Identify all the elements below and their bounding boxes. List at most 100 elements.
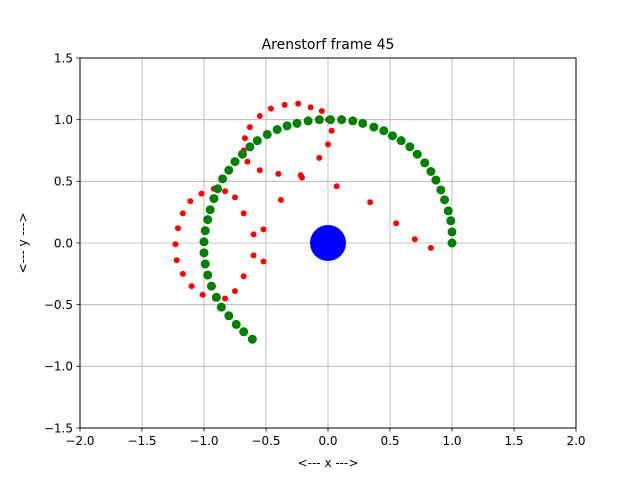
- data-point: [231, 319, 241, 329]
- data-point: [267, 105, 274, 112]
- x-tick-label: −2.0: [65, 434, 94, 448]
- data-point: [275, 170, 282, 177]
- data-point: [244, 158, 251, 165]
- data-point: [209, 194, 219, 204]
- y-tick-label: 1.0: [54, 113, 73, 127]
- data-point: [447, 238, 457, 248]
- data-point: [292, 118, 302, 128]
- data-point: [393, 220, 400, 227]
- data-point: [358, 118, 368, 128]
- data-point: [314, 115, 324, 125]
- data-point: [262, 129, 272, 139]
- data-point: [411, 236, 418, 243]
- data-point: [281, 101, 288, 108]
- series-2: [310, 225, 346, 261]
- data-point: [256, 112, 263, 119]
- data-point: [200, 226, 210, 236]
- data-point: [348, 116, 358, 126]
- data-point: [218, 174, 228, 184]
- data-point: [369, 122, 379, 132]
- data-point: [239, 327, 249, 337]
- data-point: [318, 108, 325, 115]
- chart-title: Arenstorf frame 45: [262, 37, 395, 53]
- x-tick-label: −0.5: [251, 434, 280, 448]
- y-ticks: −1.5 −1.0 −0.5 0.0 0.5 1.0 1.5: [44, 51, 80, 435]
- x-tick-label: 0.0: [318, 434, 337, 448]
- x-tick-label: 2.0: [566, 434, 585, 448]
- data-point: [440, 195, 450, 205]
- data-point: [272, 125, 282, 135]
- data-point: [310, 225, 346, 261]
- data-point: [420, 158, 430, 168]
- x-axis-label: <--- x --->: [298, 456, 359, 470]
- data-point: [199, 248, 209, 258]
- x-ticks: −2.0 −1.5 −1.0 −0.5 0.0 0.5 1.0 1.5 2.0: [65, 428, 586, 448]
- data-point: [237, 149, 247, 159]
- data-point: [172, 241, 179, 248]
- data-point: [179, 210, 186, 217]
- data-point: [307, 104, 314, 111]
- y-tick-label: −1.0: [44, 360, 73, 374]
- data-point: [387, 131, 397, 141]
- y-axis-label: <--- y --->: [16, 213, 30, 274]
- data-point: [205, 205, 215, 215]
- data-point: [260, 226, 267, 233]
- data-point: [367, 199, 374, 206]
- data-point: [198, 190, 205, 197]
- data-point: [230, 157, 240, 167]
- data-point: [232, 288, 238, 295]
- data-point: [224, 165, 234, 175]
- data-point: [247, 334, 257, 344]
- data-point: [431, 175, 441, 185]
- data-point: [222, 295, 229, 302]
- data-point: [213, 184, 223, 194]
- data-point: [250, 231, 257, 238]
- data-point: [325, 141, 331, 148]
- data-point: [443, 206, 453, 216]
- data-point: [426, 166, 436, 176]
- data-point: [436, 185, 446, 195]
- data-point: [260, 258, 267, 265]
- data-point: [256, 167, 263, 174]
- data-point: [277, 196, 284, 203]
- data-point: [447, 227, 457, 237]
- data-point: [246, 124, 253, 131]
- data-point: [337, 115, 347, 125]
- data-point: [222, 188, 229, 195]
- data-point: [316, 154, 323, 161]
- y-tick-label: 0.0: [54, 236, 73, 250]
- data-point: [412, 149, 422, 159]
- data-point: [245, 142, 255, 152]
- data-point: [187, 198, 194, 205]
- data-point: [328, 127, 335, 134]
- data-point: [203, 270, 213, 280]
- x-tick-label: 1.5: [504, 434, 523, 448]
- data-point: [206, 281, 216, 291]
- data-point: [297, 172, 304, 179]
- x-tick-label: −1.0: [189, 434, 218, 448]
- data-point: [241, 135, 248, 142]
- data-point: [295, 100, 302, 107]
- x-tick-label: 1.0: [442, 434, 461, 448]
- data-point: [405, 142, 415, 152]
- data-point: [282, 121, 292, 131]
- data-point: [188, 283, 195, 290]
- data-point: [333, 183, 340, 190]
- data-point: [200, 259, 210, 269]
- data-point: [179, 270, 186, 277]
- data-point: [303, 116, 313, 126]
- data-point: [211, 292, 221, 302]
- data-point: [203, 215, 213, 225]
- data-point: [325, 115, 335, 125]
- data-point: [216, 302, 226, 312]
- x-tick-label: −1.5: [127, 434, 156, 448]
- data-point: [199, 291, 206, 298]
- data-point: [232, 194, 238, 201]
- data-point: [199, 237, 209, 247]
- data-point: [427, 244, 434, 251]
- data-point: [379, 126, 389, 136]
- data-point: [252, 136, 262, 146]
- x-tick-label: 0.5: [380, 434, 399, 448]
- data-point: [174, 225, 181, 232]
